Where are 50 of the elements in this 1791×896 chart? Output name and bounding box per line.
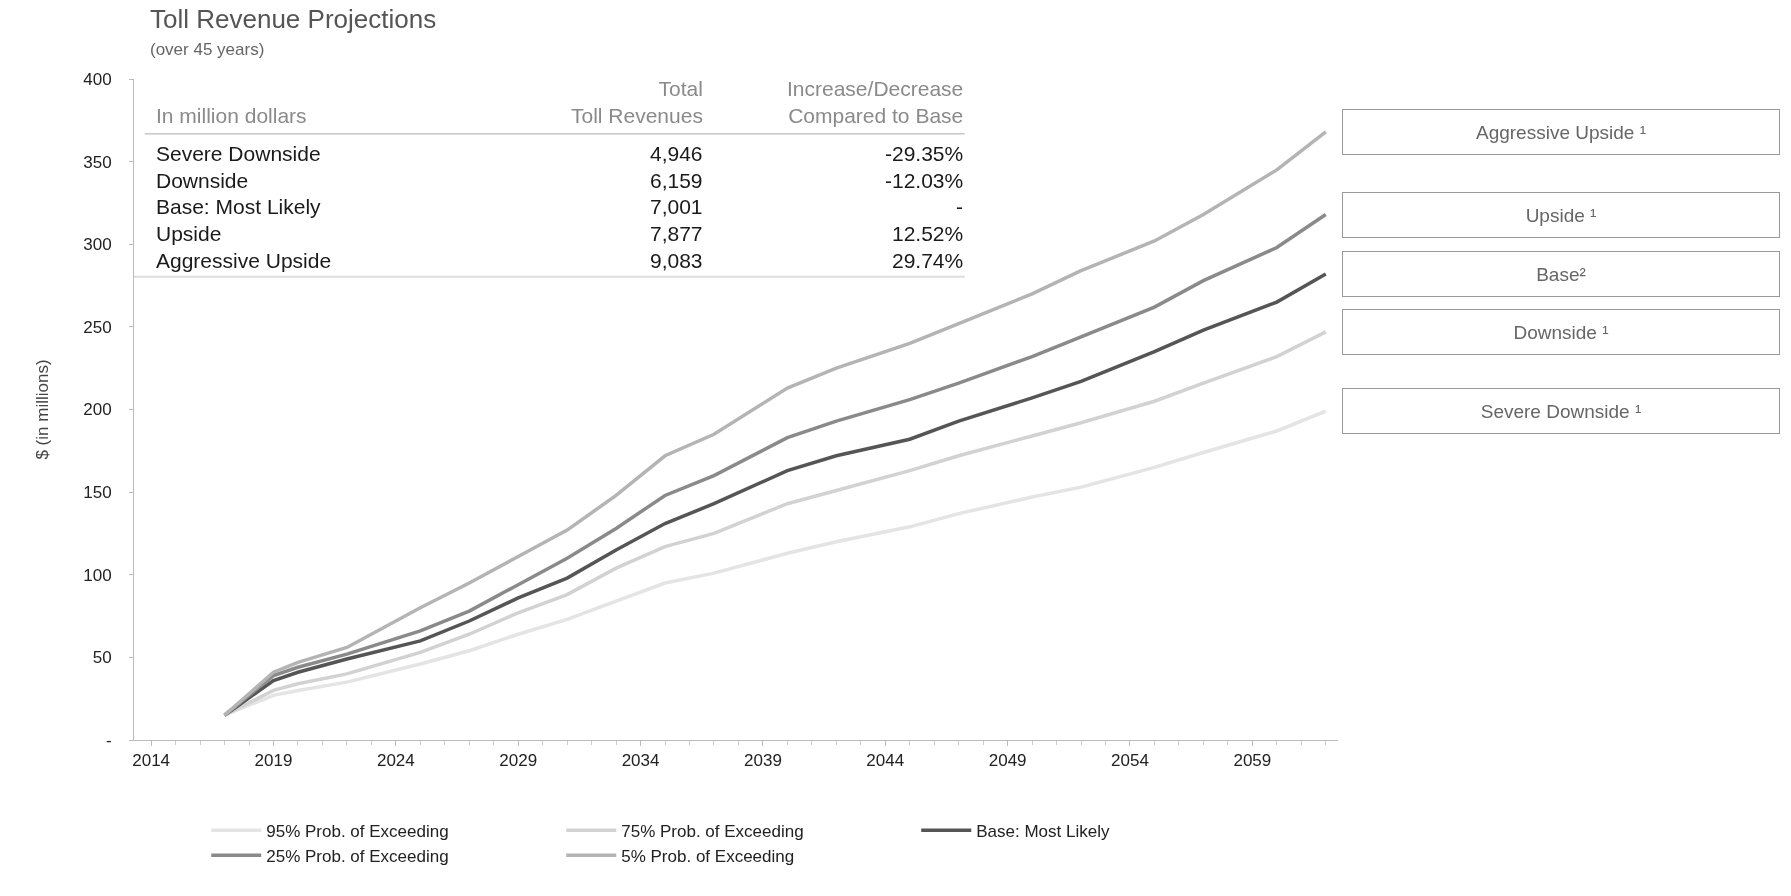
y-tick-label: 50 [92, 648, 112, 668]
y-tick-label: 200 [83, 400, 112, 420]
x-tick-label: 2019 [254, 751, 293, 771]
x-tick-label: 2029 [499, 751, 538, 771]
annotation: Base: Most Likely [156, 195, 322, 218]
annotation: 9,083 [650, 249, 703, 272]
annotation: Severe Downside [156, 142, 321, 165]
legend-label: Base: Most Likely [976, 821, 1110, 841]
x-tick-label: 2014 [132, 751, 171, 771]
annotation: Aggressive Upside [156, 249, 332, 272]
x-tick-label: 2024 [376, 751, 415, 771]
y-tick-label: 400 [83, 69, 112, 89]
annotation: -12.03% [885, 169, 964, 192]
y-tick-label: - [105, 730, 112, 750]
y-tick-label: 250 [83, 317, 112, 337]
annotation: -29.35% [885, 142, 964, 165]
legend-label: 25% Prob. of Exceeding [266, 846, 449, 866]
y-axis-title: $ (in millions) [32, 359, 52, 460]
y-tick-label: 150 [83, 483, 112, 503]
annotation: Upside [156, 222, 222, 245]
x-tick-label: 2059 [1233, 751, 1272, 771]
annotation: Downside [156, 169, 249, 192]
chart-title: Toll Revenue Projections [150, 4, 437, 34]
annotation: 6,159 [650, 169, 703, 192]
legend-label: 95% Prob. of Exceeding [266, 821, 449, 841]
annotation: In million dollars [156, 104, 307, 127]
text: Aggressive Upside ¹ [1475, 121, 1647, 143]
annotation: - [956, 195, 963, 218]
annotation: 4,946 [650, 142, 703, 165]
x-tick-label: 2034 [621, 751, 660, 771]
y-tick-label: 300 [83, 235, 112, 255]
x-tick-label: 2049 [988, 751, 1027, 771]
y-tick-label: 100 [83, 565, 112, 585]
text: Downside ¹ [1513, 321, 1609, 343]
legend-label: 75% Prob. of Exceeding [621, 821, 804, 841]
y-tick-label: 350 [83, 152, 112, 172]
annotation: 7,877 [650, 222, 703, 245]
x-tick-label: 2054 [1111, 751, 1149, 771]
annotation: 7,001 [650, 195, 703, 218]
x-tick-label: 2039 [744, 751, 782, 771]
chart-subtitle: (over 45 years) [150, 40, 265, 59]
legend-label: 5% Prob. of Exceeding [621, 846, 795, 866]
text: Base² [1536, 263, 1586, 285]
annotation: 29.74% [892, 249, 964, 272]
annotation: Total Toll Revenues [571, 77, 703, 128]
x-tick-label: 2044 [866, 751, 905, 771]
text: Upside ¹ [1525, 204, 1597, 226]
annotation: 12.52% [892, 222, 964, 245]
text: Severe Downside ¹ [1480, 400, 1642, 422]
annotation: Increase/Decrease Compared to Base [787, 77, 964, 128]
